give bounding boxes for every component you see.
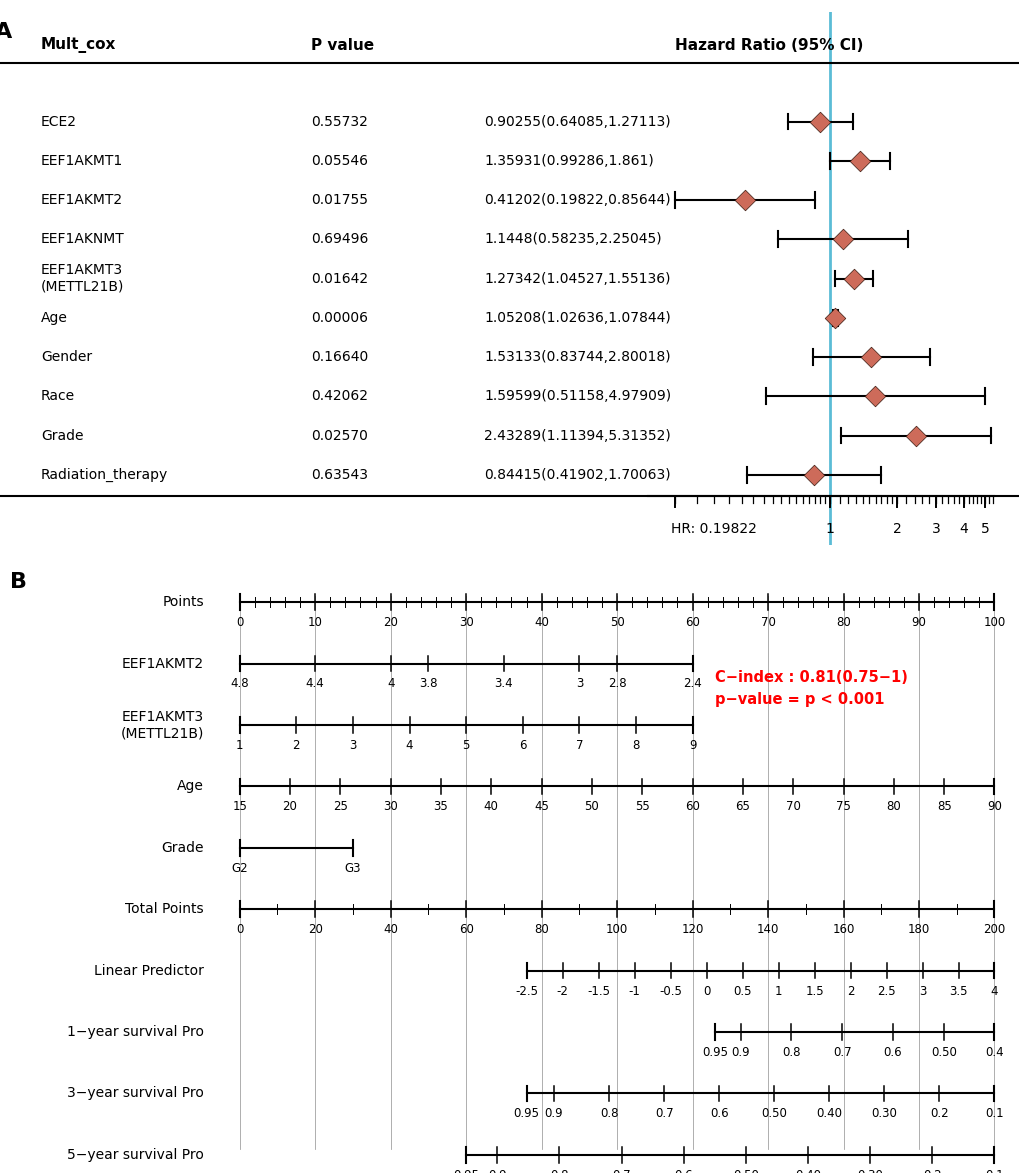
Text: G3: G3 <box>344 862 361 875</box>
Text: 120: 120 <box>681 923 703 936</box>
Text: 0.2: 0.2 <box>929 1107 948 1120</box>
Text: 1.05208(1.02636,1.07844): 1.05208(1.02636,1.07844) <box>484 311 671 325</box>
Text: -1.5: -1.5 <box>587 984 609 997</box>
Point <box>845 270 861 289</box>
Text: EEF1AKMT2: EEF1AKMT2 <box>121 657 204 671</box>
Text: 40: 40 <box>483 800 498 813</box>
Text: 1.35931(0.99286,1.861): 1.35931(0.99286,1.861) <box>484 154 653 168</box>
Text: Points: Points <box>162 595 204 609</box>
Text: 3.8: 3.8 <box>419 678 437 691</box>
Text: 75: 75 <box>836 800 850 813</box>
Text: 0.4: 0.4 <box>984 1046 1003 1059</box>
Point <box>835 230 851 249</box>
Text: Age: Age <box>41 311 67 325</box>
Text: B: B <box>10 572 28 592</box>
Text: A: A <box>0 21 12 41</box>
Text: 35: 35 <box>433 800 448 813</box>
Text: 7: 7 <box>575 739 583 752</box>
Text: 0.50: 0.50 <box>930 1046 956 1059</box>
Text: P value: P value <box>311 38 374 53</box>
Text: 0.8: 0.8 <box>549 1168 568 1173</box>
Text: 40: 40 <box>534 616 548 629</box>
Text: 0.41202(0.19822,0.85644): 0.41202(0.19822,0.85644) <box>484 194 671 208</box>
Text: 70: 70 <box>760 616 774 629</box>
Text: 0.50: 0.50 <box>760 1107 787 1120</box>
Text: 0.69496: 0.69496 <box>311 232 368 246</box>
Text: 50: 50 <box>584 800 599 813</box>
Text: 55: 55 <box>634 800 649 813</box>
Text: C−index : 0.81(0.75−1)
p−value = p < 0.001: C−index : 0.81(0.75−1) p−value = p < 0.0… <box>714 670 907 707</box>
Text: 140: 140 <box>756 923 779 936</box>
Text: 3: 3 <box>575 678 583 691</box>
Text: 25: 25 <box>332 800 347 813</box>
Text: 80: 80 <box>534 923 548 936</box>
Text: 0.8: 0.8 <box>782 1046 800 1059</box>
Point <box>862 347 878 366</box>
Text: 80: 80 <box>886 800 901 813</box>
Text: Mult_cox: Mult_cox <box>41 36 116 53</box>
Text: 0.1: 0.1 <box>984 1107 1003 1120</box>
Text: 70: 70 <box>785 800 800 813</box>
Text: 0.9: 0.9 <box>487 1168 506 1173</box>
Text: 0.90255(0.64085,1.27113): 0.90255(0.64085,1.27113) <box>484 115 671 129</box>
Text: 0.05546: 0.05546 <box>311 154 368 168</box>
Text: 60: 60 <box>685 616 699 629</box>
Text: 0.7: 0.7 <box>654 1107 673 1120</box>
Text: 4: 4 <box>959 522 967 536</box>
Point <box>866 387 882 406</box>
Text: 4: 4 <box>406 739 413 752</box>
Text: 45: 45 <box>534 800 548 813</box>
Text: 180: 180 <box>907 923 929 936</box>
Text: 2: 2 <box>892 522 901 536</box>
Text: 0.50: 0.50 <box>733 1168 758 1173</box>
Text: 3.4: 3.4 <box>494 678 513 691</box>
Text: Hazard Ratio (95% CI): Hazard Ratio (95% CI) <box>675 38 862 53</box>
Point <box>826 308 843 327</box>
Text: 6: 6 <box>519 739 526 752</box>
Text: 30: 30 <box>459 616 473 629</box>
Text: 0.02570: 0.02570 <box>311 428 368 442</box>
Text: G2: G2 <box>231 862 248 875</box>
Text: 1.53133(0.83744,2.80018): 1.53133(0.83744,2.80018) <box>484 350 671 364</box>
Text: 60: 60 <box>685 800 699 813</box>
Text: Total Points: Total Points <box>125 902 204 916</box>
Text: 0.7: 0.7 <box>833 1046 851 1059</box>
Text: 3: 3 <box>918 984 925 997</box>
Text: 90: 90 <box>986 800 1001 813</box>
Text: 10: 10 <box>308 616 322 629</box>
Text: 60: 60 <box>459 923 473 936</box>
Text: EEF1AKMT2: EEF1AKMT2 <box>41 194 123 208</box>
Text: Radiation_therapy: Radiation_therapy <box>41 468 168 482</box>
Text: 0.01642: 0.01642 <box>311 272 368 285</box>
Text: 0.6: 0.6 <box>709 1107 728 1120</box>
Text: 160: 160 <box>832 923 854 936</box>
Text: 0.42062: 0.42062 <box>311 389 368 404</box>
Text: 2: 2 <box>292 739 300 752</box>
Text: 0.5: 0.5 <box>733 984 751 997</box>
Text: 0.00006: 0.00006 <box>311 311 368 325</box>
Text: 0.40: 0.40 <box>815 1107 842 1120</box>
Text: EEF1AKMT1: EEF1AKMT1 <box>41 154 123 168</box>
Text: 90: 90 <box>911 616 925 629</box>
Text: 0.01755: 0.01755 <box>311 194 368 208</box>
Point <box>811 113 827 131</box>
Text: 85: 85 <box>935 800 951 813</box>
Text: 0: 0 <box>235 923 244 936</box>
Text: 0.9: 0.9 <box>544 1107 562 1120</box>
Text: 1: 1 <box>235 739 244 752</box>
Point <box>851 151 867 170</box>
Text: 20: 20 <box>383 616 397 629</box>
Text: Grade: Grade <box>41 428 84 442</box>
Text: 0.95: 0.95 <box>701 1046 728 1059</box>
Point <box>805 466 821 484</box>
Point <box>907 426 923 445</box>
Text: 4: 4 <box>989 984 998 997</box>
Text: 100: 100 <box>982 616 1005 629</box>
Text: 5: 5 <box>462 739 470 752</box>
Text: 0.7: 0.7 <box>611 1168 630 1173</box>
Text: 2.8: 2.8 <box>607 678 626 691</box>
Text: 0.6: 0.6 <box>882 1046 902 1059</box>
Text: 0.30: 0.30 <box>856 1168 882 1173</box>
Text: 0.6: 0.6 <box>674 1168 692 1173</box>
Text: 0.55732: 0.55732 <box>311 115 368 129</box>
